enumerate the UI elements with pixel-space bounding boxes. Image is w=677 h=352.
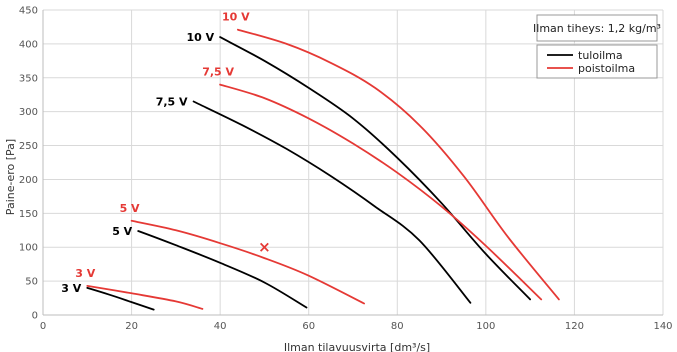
- x-tick-label: 0: [40, 321, 46, 332]
- curve-label-tuloilma-7-5-v: 7,5 V: [156, 96, 188, 109]
- y-tick-label: 350: [19, 73, 38, 84]
- y-tick-label: 400: [19, 39, 38, 50]
- curve-label-tuloilma-3-v: 3 V: [61, 282, 81, 295]
- curve-tuloilma-5-v: [137, 230, 308, 309]
- y-tick-label: 200: [19, 175, 38, 186]
- legend-poistoilma: poistoilma: [578, 62, 635, 75]
- axes: 0 50 100 150 200 250 300 350 400 450 0 20 40 60 80 100 1…: [19, 6, 673, 333]
- operating-point-marker: ×: [258, 238, 271, 256]
- y-tick-label: 50: [25, 277, 38, 288]
- y-axis-label: Paine-ero [Pa]: [4, 139, 17, 215]
- curve-labels: 10 V 7,5 V 5 V 3 V 10 V 7,5 V 5 V 3 V ×: [61, 11, 270, 295]
- x-tick-label: 120: [565, 321, 584, 332]
- y-tick-label: 100: [19, 243, 38, 254]
- x-axis-label: Ilman tilavuusvirta [dm³/s]: [284, 341, 430, 352]
- curve-tuloilma-10-v: [219, 36, 531, 301]
- curve-poistoilma-7-5-v: [219, 83, 543, 301]
- density-box-frame: [536, 14, 658, 42]
- curve-tuloilma-7-5-v: [192, 100, 472, 304]
- y-tick-label: 450: [19, 6, 38, 17]
- x-tick-label: 20: [125, 321, 138, 332]
- curve-label-poistoilma-3-v: 3 V: [75, 267, 95, 280]
- x-tick-label: 140: [653, 321, 672, 332]
- legend-frame: [536, 44, 658, 79]
- density-box: Ilman tiheys: 1,2 kg/m³: [533, 14, 661, 42]
- curve-label-tuloilma-5-v: 5 V: [112, 225, 132, 238]
- curve-label-poistoilma-7-5-v: 7,5 V: [202, 66, 234, 79]
- y-tick-label: 150: [19, 209, 38, 220]
- curve-poistoilma-5-v: [130, 219, 365, 305]
- x-tick-label: 40: [214, 321, 227, 332]
- curve-label-poistoilma-10-v: 10 V: [222, 11, 250, 24]
- legend: tuloilma poistoilma: [536, 44, 658, 79]
- curves: [86, 28, 560, 311]
- curve-label-tuloilma-10-v: 10 V: [186, 31, 214, 44]
- y-tick-label: 300: [19, 107, 38, 118]
- x-tick-label: 100: [476, 321, 495, 332]
- curve-label-poistoilma-5-v: 5 V: [120, 202, 140, 215]
- density-text: Ilman tiheys: 1,2 kg/m³: [533, 22, 661, 35]
- y-tick-label: 250: [19, 141, 38, 152]
- legend-tuloilma: tuloilma: [578, 49, 623, 62]
- curve-tuloilma-3-v: [86, 287, 155, 311]
- y-tick-label: 0: [32, 311, 38, 322]
- curve-poistoilma-10-v: [237, 28, 560, 301]
- curve-poistoilma-3-v: [86, 285, 204, 310]
- x-tick-label: 80: [391, 321, 404, 332]
- x-tick-label: 60: [302, 321, 315, 332]
